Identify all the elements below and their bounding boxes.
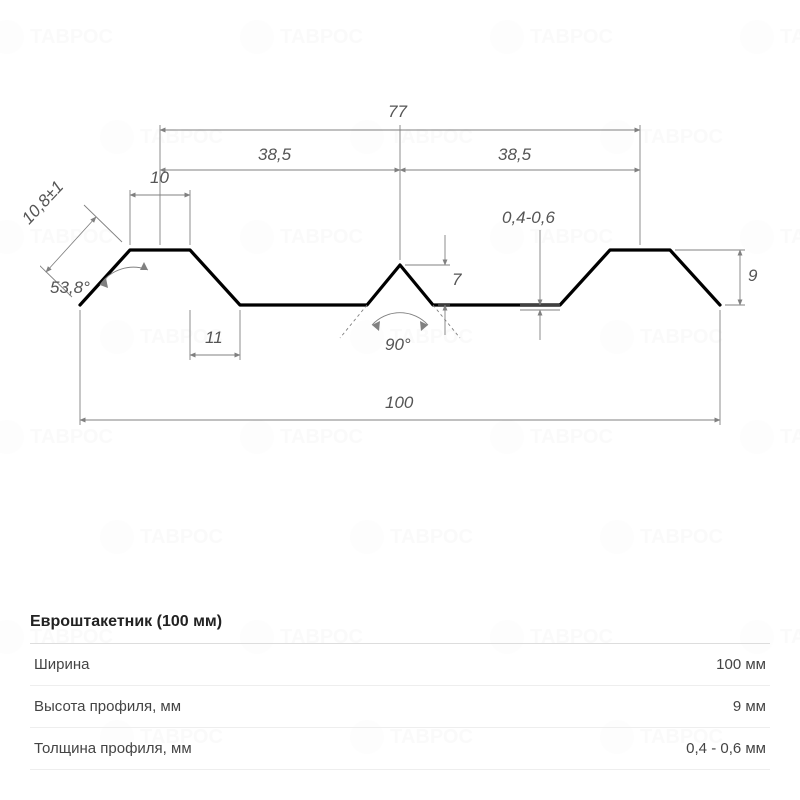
spec-label: Толщина профиля, мм: [34, 740, 192, 757]
dim-top-left-half: 38,5: [258, 145, 291, 165]
spec-title: Евроштакетник (100 мм): [30, 601, 770, 644]
spec-value: 9 мм: [733, 698, 766, 715]
dim-thickness: 0,4-0,6: [502, 208, 555, 228]
dim-bottom-slope: 11: [205, 328, 223, 348]
dim-left-angle: 53,8°: [50, 278, 90, 298]
dim-right-height: 9: [748, 266, 757, 286]
spec-row: Ширина 100 мм: [30, 644, 770, 686]
profile-diagram: 77 38,5 38,5 10 10,8±1 53,8° 7 90° 0,4-0…: [40, 60, 760, 460]
dim-center-peak: 7: [452, 270, 461, 290]
spec-label: Ширина: [34, 656, 89, 673]
dim-left-flat: 10: [150, 168, 169, 188]
spec-row: Толщина профиля, мм 0,4 - 0,6 мм: [30, 728, 770, 770]
dim-top-overall: 77: [388, 102, 407, 122]
dim-bottom-overall: 100: [385, 393, 413, 413]
spec-table: Евроштакетник (100 мм) Ширина 100 мм Выс…: [30, 601, 770, 770]
spec-value: 100 мм: [716, 656, 766, 673]
spec-label: Высота профиля, мм: [34, 698, 181, 715]
spec-value: 0,4 - 0,6 мм: [686, 740, 766, 757]
dim-center-angle: 90°: [385, 335, 411, 355]
spec-row: Высота профиля, мм 9 мм: [30, 686, 770, 728]
dim-top-right-half: 38,5: [498, 145, 531, 165]
